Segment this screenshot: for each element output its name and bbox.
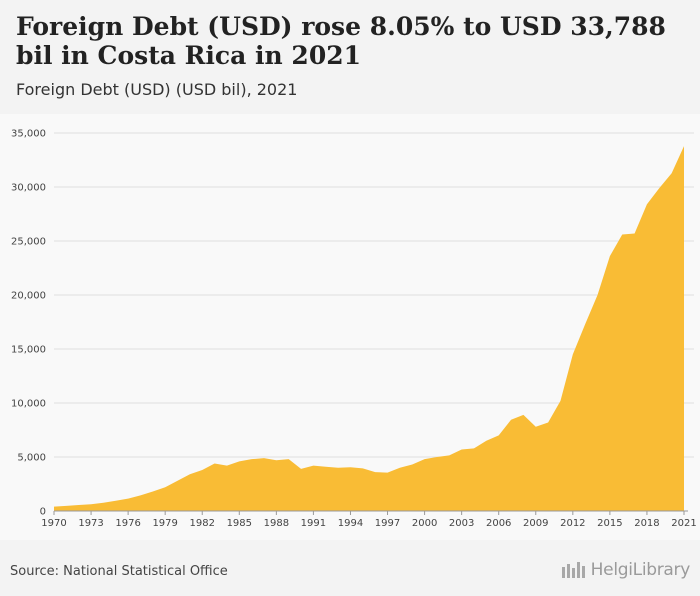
footer: Source: National Statistical Office Helg… bbox=[0, 540, 700, 596]
source-note: Source: National Statistical Office bbox=[10, 564, 228, 579]
x-tick-label: 2018 bbox=[634, 518, 659, 529]
chart-title: Foreign Debt (USD) rose 8.05% to USD 33,… bbox=[16, 12, 666, 70]
y-tick-label: 0 bbox=[40, 507, 46, 518]
y-tick-label: 25,000 bbox=[11, 237, 46, 248]
y-tick-label: 20,000 bbox=[11, 291, 46, 302]
helgi-library-logo: HelgiLibrary bbox=[561, 560, 690, 580]
x-tick-label: 1991 bbox=[301, 518, 326, 529]
y-tick-label: 30,000 bbox=[11, 183, 46, 194]
x-tick-label: 1994 bbox=[338, 518, 363, 529]
chart-area: 0 5,000 10,000 15,000 20,000 25,000 30,000 35,0… bbox=[0, 114, 700, 540]
x-tick-label: 2009 bbox=[523, 518, 548, 529]
y-tick-label: 35,000 bbox=[11, 129, 46, 140]
header: Foreign Debt (USD) rose 8.05% to USD 33,… bbox=[0, 0, 700, 114]
x-tick-label: 2012 bbox=[560, 518, 585, 529]
chart-subtitle: Foreign Debt (USD) (USD bil), 2021 bbox=[16, 80, 298, 99]
x-tick-label: 1982 bbox=[190, 518, 215, 529]
x-tick-label: 1988 bbox=[264, 518, 289, 529]
x-tick-label: 1985 bbox=[227, 518, 252, 529]
y-tick-label: 15,000 bbox=[11, 345, 46, 356]
x-tick-label: 2000 bbox=[412, 518, 437, 529]
x-tick-label: 1979 bbox=[152, 518, 177, 529]
x-tick-label: 2015 bbox=[597, 518, 622, 529]
y-tick-label: 5,000 bbox=[17, 453, 46, 464]
x-tick-label: 2003 bbox=[449, 518, 474, 529]
area-series bbox=[54, 146, 684, 511]
x-tick-label: 1997 bbox=[375, 518, 400, 529]
x-tick-label: 1973 bbox=[78, 518, 103, 529]
x-tick-label: 1976 bbox=[115, 518, 140, 529]
x-tick-label: 1970 bbox=[41, 518, 66, 529]
x-tick-label: 2021 bbox=[671, 518, 696, 529]
y-tick-label: 10,000 bbox=[11, 399, 46, 410]
library-icon bbox=[561, 562, 585, 578]
x-tick-label: 2006 bbox=[486, 518, 511, 529]
logo-text: HelgiLibrary bbox=[590, 560, 691, 580]
area-chart: 0 5,000 10,000 15,000 20,000 25,000 30,000 35,0… bbox=[11, 129, 697, 530]
